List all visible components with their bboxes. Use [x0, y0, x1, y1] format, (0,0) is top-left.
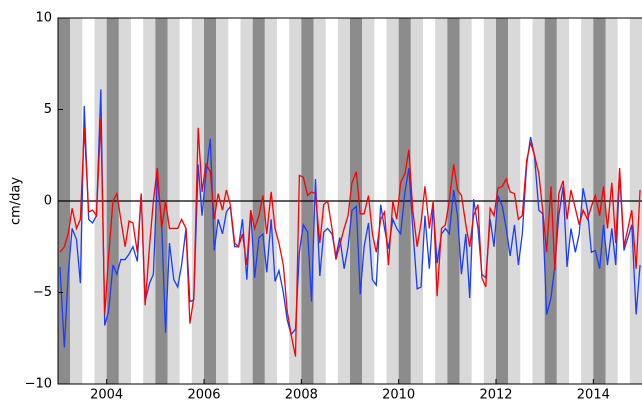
x-tick-label: 2012 — [479, 388, 512, 402]
y-axis-label: cm/day — [9, 177, 24, 225]
x-tick-label: 2006 — [187, 388, 220, 402]
series-lines — [58, 89, 642, 357]
x-tick-label: 2008 — [285, 388, 318, 402]
y-tick-label: −5 — [33, 285, 52, 300]
series-line — [59, 89, 641, 348]
y-tick-label: 0 — [44, 194, 52, 209]
x-tick-label: 2004 — [90, 388, 123, 402]
y-tick-label: −10 — [25, 377, 52, 392]
y-tick-label: 10 — [35, 11, 52, 26]
x-tick-label: 2010 — [382, 388, 415, 402]
x-tick-label: 2014 — [577, 388, 610, 402]
series-line — [59, 118, 641, 357]
y-tick-label: 5 — [44, 102, 52, 117]
